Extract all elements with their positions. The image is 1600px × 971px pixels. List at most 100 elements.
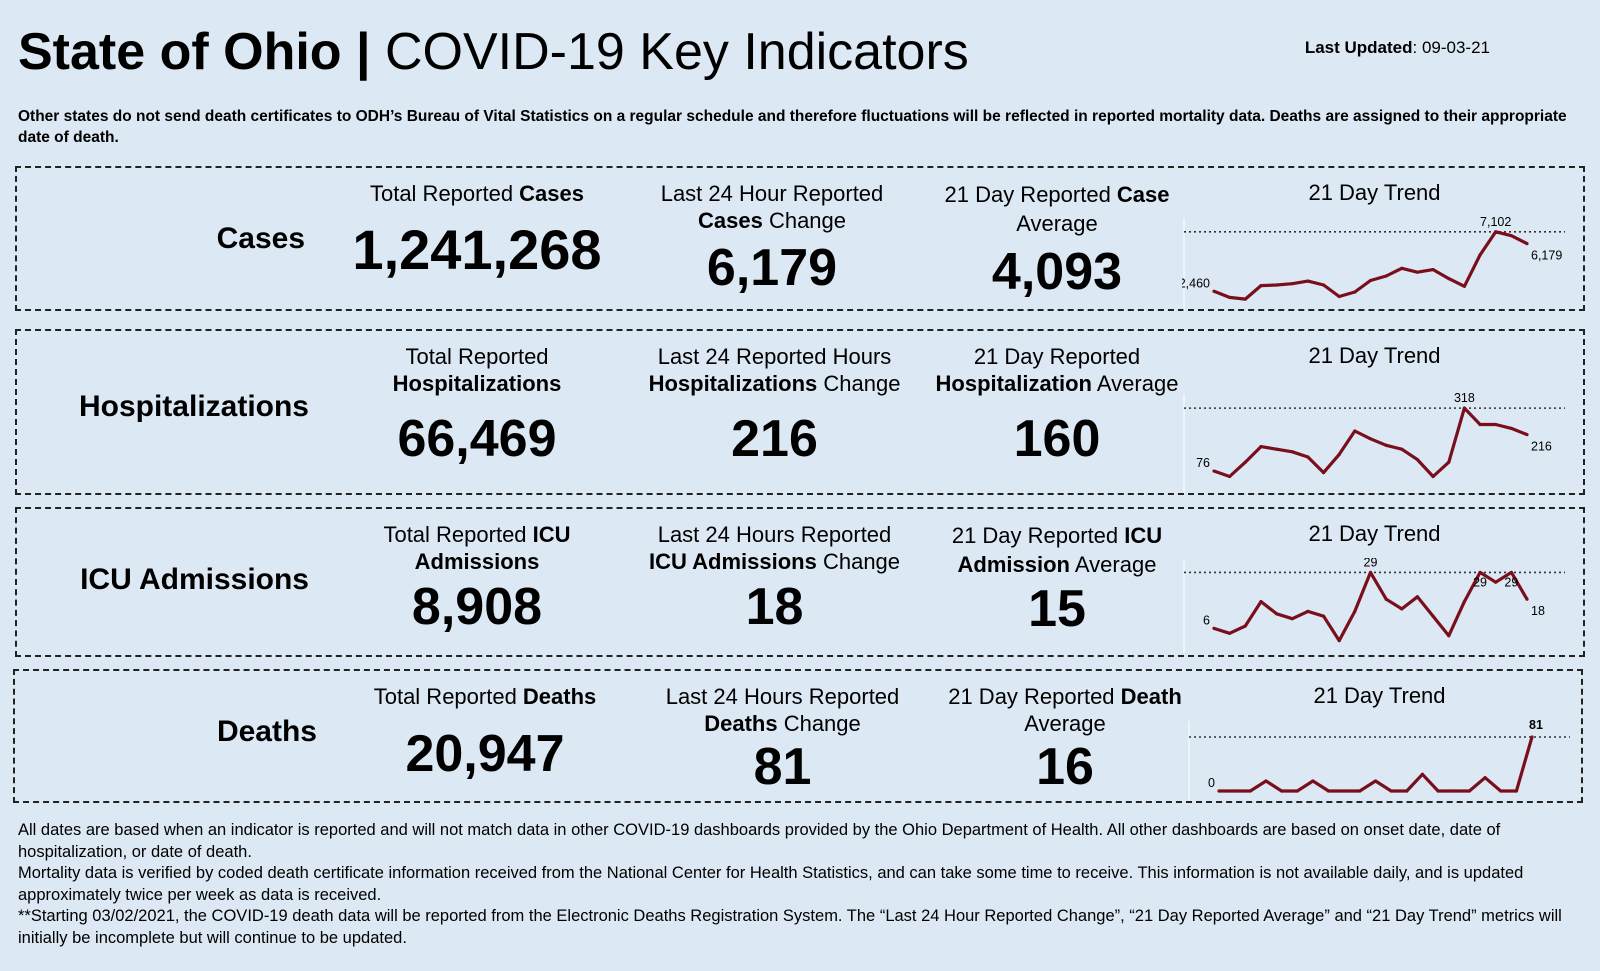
- icu-trend: 21 Day Trend 6 18 29 29 29: [1182, 521, 1567, 656]
- cases-total-value: 1,241,268: [352, 218, 602, 281]
- trend-point: [1525, 242, 1529, 246]
- deaths-trend-chart: 0 81: [1188, 719, 1570, 801]
- deaths-trend-header: 21 Day Trend: [1313, 683, 1446, 708]
- trend-point: [1353, 609, 1357, 613]
- hosp-total-header-bold: Hospitalizations: [392, 371, 562, 396]
- trend-point: [1290, 617, 1294, 621]
- icu-label: ICU Admissions: [80, 563, 309, 596]
- trend-point: [1478, 253, 1482, 257]
- footer-line-3: **Starting 03/02/2021, the COVID-19 deat…: [18, 907, 1562, 947]
- cases-total-header: Total Reported Cases: [317, 180, 637, 207]
- hosp-change-header-bold: Hospitalizations: [648, 371, 818, 396]
- trend-point: [1243, 460, 1247, 464]
- deaths-change-value: 81: [753, 738, 812, 796]
- trend-point: [1530, 735, 1534, 739]
- trend-point: [1368, 278, 1373, 283]
- trend-point: [1306, 279, 1310, 283]
- icu-avg-header-suffix: Average: [1070, 552, 1157, 577]
- trend-point: [1212, 626, 1216, 630]
- trend-point: [1494, 580, 1498, 584]
- hosp-change-header-text: Last 24 Reported Hours: [657, 344, 892, 369]
- trend-point: [1384, 597, 1388, 601]
- trend-point: [1431, 474, 1435, 479]
- trend-point: [1400, 266, 1404, 270]
- last-updated-label: Last Updated: [1304, 38, 1413, 57]
- hosp-avg-header-suffix: Average: [1092, 371, 1179, 396]
- trend-point: [1280, 789, 1284, 793]
- deaths-trend: 21 Day Trend 0 81: [1187, 683, 1572, 801]
- trend-first-label: 76: [1196, 456, 1210, 470]
- trend-point: [1259, 600, 1263, 604]
- trend-point: [1243, 297, 1247, 301]
- deaths-total-value: 20,947: [405, 725, 565, 783]
- trend-max-label: 29: [1364, 558, 1378, 569]
- cases-change-header: Last 24 Hour Reported Cases Change: [617, 180, 927, 234]
- cases-panel: Cases Total Reported Cases 1,241,268 Las…: [15, 166, 1585, 311]
- trend-first-label: 2,460: [1182, 276, 1210, 290]
- trend-point: [1405, 789, 1409, 793]
- hosp-total-header: Total Reported Hospitalizations: [317, 343, 637, 397]
- icu-total-header-bold: ICU: [532, 522, 571, 547]
- trend-point: [1400, 607, 1404, 611]
- trend-point: [1233, 789, 1237, 793]
- trend-series-line: [1213, 406, 1528, 479]
- trend-point: [1525, 433, 1529, 437]
- icu-change-col: Last 24 Hours Reported ICU Admissions Cha…: [617, 521, 932, 637]
- icu-trend-header: 21 Day Trend: [1308, 521, 1441, 546]
- cases-change-header-text: Last 24 Hour Reported: [660, 181, 884, 206]
- hosp-total-col: Total Reported Hospitalizations 66,469: [317, 343, 637, 469]
- trend-point: [1358, 789, 1362, 793]
- cases-change-header-bold: Cases: [697, 208, 763, 233]
- trend-point: [1499, 789, 1503, 793]
- trend-point: [1452, 789, 1456, 793]
- deaths-change-header: Last 24 Hours Reported Deaths Change: [625, 683, 940, 737]
- trend-point: [1217, 789, 1221, 793]
- hosp-trend-chart: 76 216 318: [1183, 393, 1565, 493]
- deaths-change-header-bold: Deaths: [704, 711, 778, 736]
- hosp-avg-header-text: 21 Day Reported: [973, 344, 1141, 369]
- footer-line-1: All dates are based when an indicator is…: [18, 821, 1501, 861]
- icu-change-value: 18: [745, 578, 804, 636]
- trend-point: [1264, 779, 1268, 783]
- title-state: State of Ohio |: [18, 23, 385, 81]
- icu-total-header-text: Total Reported: [383, 522, 533, 547]
- trend-point: [1509, 234, 1513, 238]
- trend-point: [1353, 290, 1357, 294]
- icu-total-header: Total Reported ICU Admissions: [317, 521, 637, 575]
- deaths-avg-col: 21 Day Reported Death Average 16: [915, 683, 1215, 797]
- icu-panel: ICU Admissions Total Reported ICU Admissi…: [15, 507, 1585, 657]
- trend-point: [1415, 458, 1420, 462]
- cases-label: Cases: [216, 222, 305, 255]
- deaths-avg-header: 21 Day Reported Death Average: [915, 683, 1215, 737]
- cases-change-col: Last 24 Hour Reported Cases Change 6,179: [617, 180, 927, 298]
- trend-point: [1337, 638, 1341, 643]
- cases-avg-header: 21 Day Reported Case Average: [912, 180, 1202, 238]
- trend-last-label: 216: [1531, 440, 1552, 454]
- hosp-change-header: Last 24 Reported Hours Hospitalizations C…: [617, 343, 932, 397]
- trend-point: [1342, 789, 1346, 793]
- trend-point: [1447, 460, 1451, 464]
- trend-point: [1509, 570, 1513, 575]
- trend-point: [1447, 634, 1451, 638]
- hosp-trend-header: 21 Day Trend: [1308, 343, 1441, 368]
- cases-trend: 21 Day Trend 2,460 6,179 7,102: [1182, 180, 1567, 311]
- icu-trend-chart: 6 18 29 29 29: [1183, 558, 1565, 653]
- icu-avg-header-bold-2: Admission: [957, 552, 1070, 577]
- cases-change-header-suffix: Change: [762, 208, 847, 233]
- trend-point: [1467, 789, 1471, 793]
- icu-change-header-bold: ICU Admissions: [648, 549, 817, 574]
- trend-point: [1243, 624, 1247, 628]
- trend-point: [1311, 779, 1315, 783]
- trend-point: [1326, 789, 1331, 793]
- last-updated-value: : 09-03-21: [1412, 38, 1491, 57]
- cases-avg-header-text: 21 Day Reported: [944, 182, 1117, 207]
- hosp-avg-header-bold: Hospitalization: [935, 371, 1092, 396]
- trend-extra-label: 29: [1504, 575, 1518, 589]
- hosp-avg-value: 160: [1013, 410, 1101, 468]
- trend-point: [1353, 429, 1357, 433]
- trend-point: [1525, 597, 1529, 601]
- trend-point: [1478, 570, 1482, 575]
- trend-point: [1259, 445, 1263, 449]
- title-subject: COVID-19 Key Indicators: [385, 23, 969, 81]
- deaths-total-header-text: Total Reported: [373, 684, 523, 709]
